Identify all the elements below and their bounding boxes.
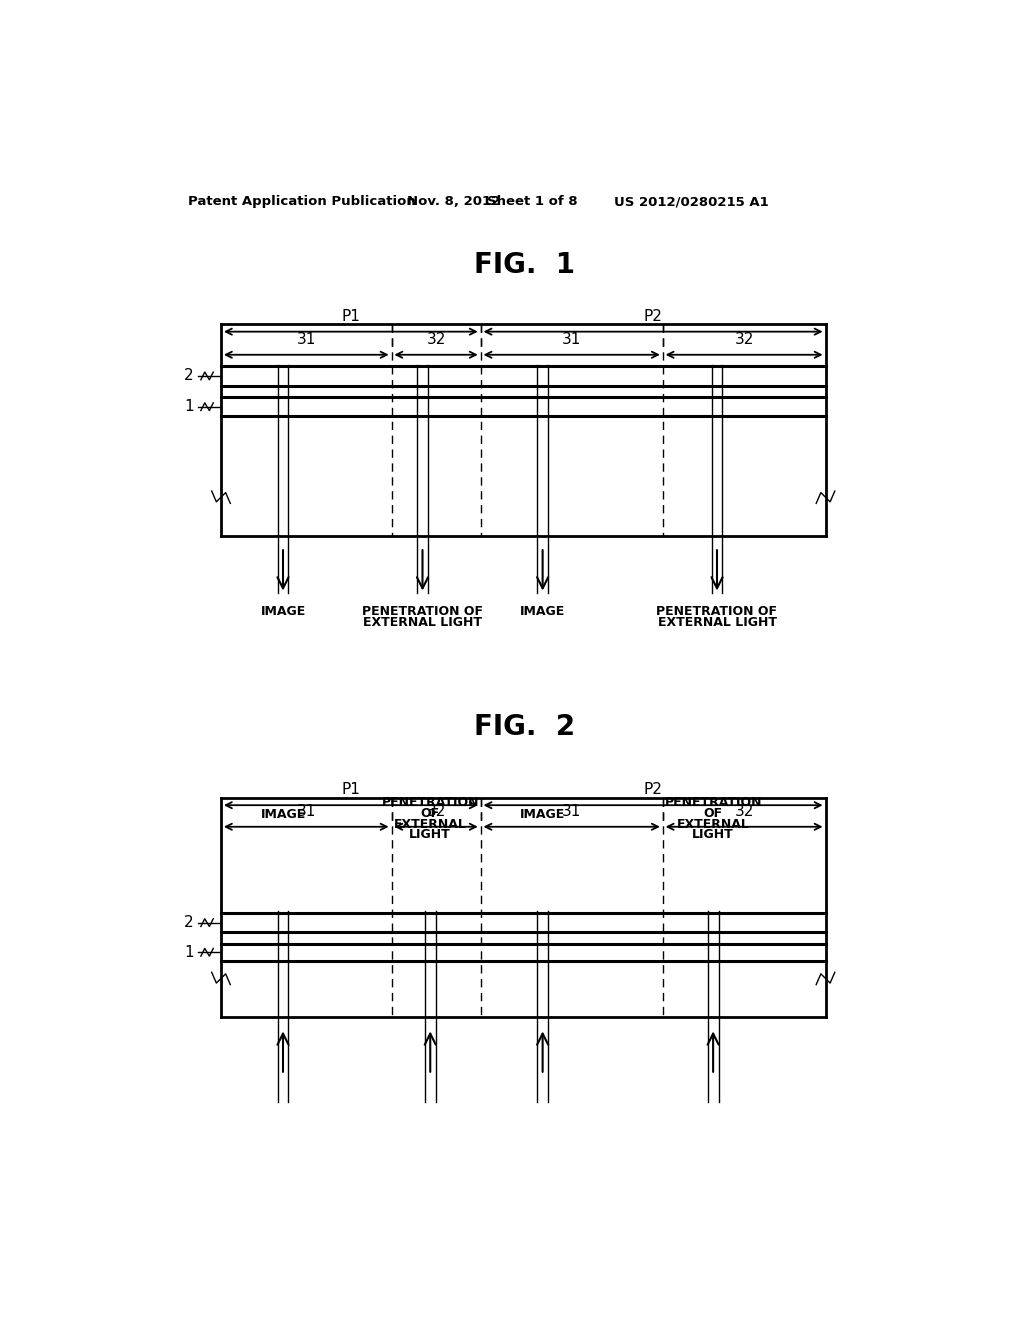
- Text: 31: 31: [297, 333, 316, 347]
- Text: FIG.  2: FIG. 2: [474, 713, 575, 741]
- Text: LIGHT: LIGHT: [410, 829, 452, 841]
- Text: 32: 32: [734, 333, 754, 347]
- Text: EXTERNAL LIGHT: EXTERNAL LIGHT: [362, 615, 482, 628]
- Text: OF: OF: [421, 807, 440, 820]
- Text: IMAGE: IMAGE: [520, 808, 565, 821]
- Text: PENETRATION: PENETRATION: [382, 796, 479, 809]
- Text: LIGHT: LIGHT: [692, 829, 734, 841]
- Text: EXTERNAL: EXTERNAL: [394, 817, 467, 830]
- Text: P2: P2: [644, 309, 663, 323]
- Text: P1: P1: [341, 783, 360, 797]
- Text: Nov. 8, 2012: Nov. 8, 2012: [407, 195, 501, 209]
- Text: 1: 1: [184, 945, 194, 960]
- Text: PENETRATION: PENETRATION: [665, 796, 762, 809]
- Text: P1: P1: [341, 309, 360, 323]
- Text: Patent Application Publication: Patent Application Publication: [188, 195, 416, 209]
- Text: 31: 31: [562, 333, 582, 347]
- Text: PENETRATION OF: PENETRATION OF: [656, 605, 777, 618]
- Text: 31: 31: [562, 804, 582, 818]
- Text: 32: 32: [426, 804, 445, 818]
- Text: 31: 31: [297, 804, 316, 818]
- Text: 1: 1: [184, 399, 194, 414]
- Text: IMAGE: IMAGE: [520, 605, 565, 618]
- Text: PENETRATION OF: PENETRATION OF: [362, 605, 483, 618]
- Text: IMAGE: IMAGE: [260, 605, 305, 618]
- Text: 2: 2: [184, 368, 194, 383]
- Text: 32: 32: [734, 804, 754, 818]
- Text: Sheet 1 of 8: Sheet 1 of 8: [486, 195, 578, 209]
- Text: 2: 2: [184, 915, 194, 931]
- Text: IMAGE: IMAGE: [260, 808, 305, 821]
- Text: 32: 32: [426, 333, 445, 347]
- Text: EXTERNAL LIGHT: EXTERNAL LIGHT: [657, 615, 776, 628]
- Text: P2: P2: [644, 783, 663, 797]
- Text: EXTERNAL: EXTERNAL: [677, 817, 750, 830]
- Text: US 2012/0280215 A1: US 2012/0280215 A1: [614, 195, 769, 209]
- Text: OF: OF: [703, 807, 723, 820]
- Text: FIG.  1: FIG. 1: [474, 251, 575, 279]
